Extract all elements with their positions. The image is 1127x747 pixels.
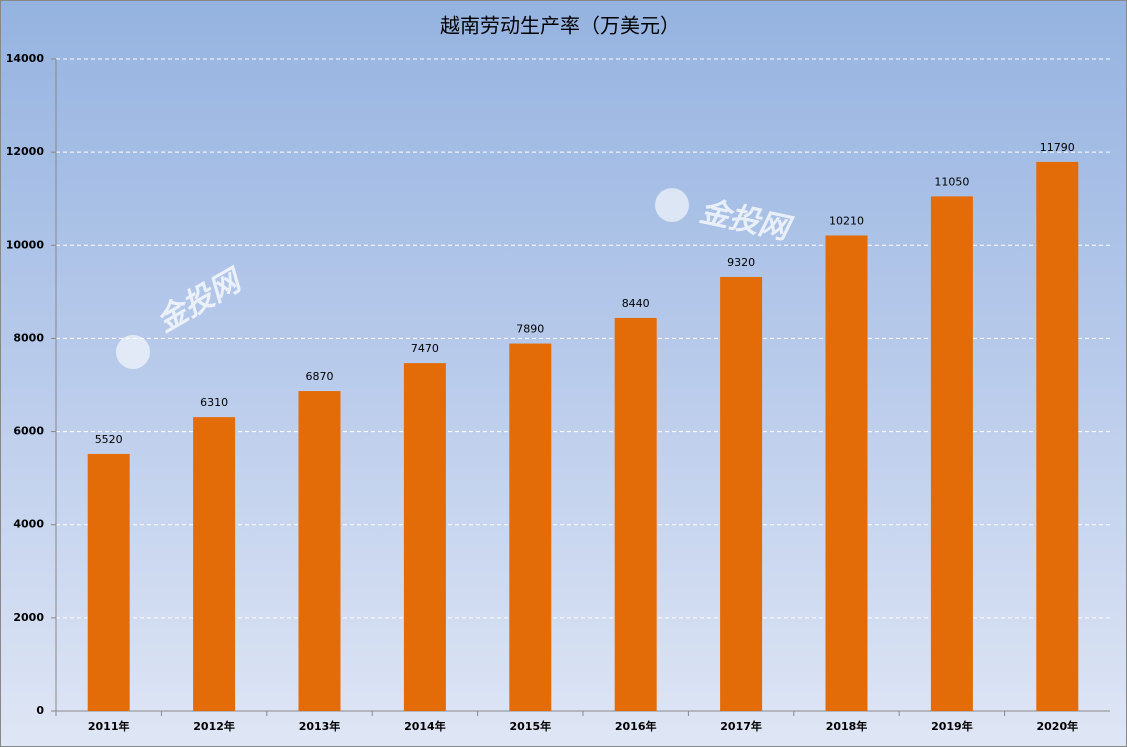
value-label: 11050: [934, 175, 969, 188]
value-label: 5520: [95, 433, 123, 446]
x-tick-label: 2018年: [826, 719, 868, 733]
x-tick-label: 2019年: [931, 719, 973, 733]
value-label: 11790: [1040, 141, 1075, 154]
y-tick-label: 0: [36, 704, 44, 717]
bar: [614, 317, 657, 711]
y-tick-label: 8000: [13, 331, 44, 344]
bar: [509, 343, 552, 711]
y-tick-label: 14000: [6, 52, 45, 65]
value-label: 10210: [829, 215, 864, 228]
x-tick-label: 2017年: [720, 719, 762, 733]
value-label: 7470: [411, 342, 439, 355]
bar: [720, 276, 763, 711]
bar: [825, 235, 868, 711]
x-tick-label: 2015年: [509, 719, 551, 733]
value-label: 9320: [727, 256, 755, 269]
x-tick-label: 2012年: [193, 719, 235, 733]
y-tick-label: 6000: [13, 425, 44, 438]
y-tick-label: 2000: [13, 611, 44, 624]
x-tick-label: 2016年: [615, 719, 657, 733]
value-label: 6310: [200, 396, 228, 409]
chart-title: 越南劳动生产率（万美元）: [440, 14, 680, 38]
value-label: 7890: [516, 323, 544, 336]
x-tick-label: 2014年: [404, 719, 446, 733]
value-label: 8440: [622, 297, 650, 310]
watermark-logo: [116, 335, 150, 369]
x-tick-label: 2011年: [88, 719, 130, 733]
bar: [298, 391, 341, 711]
bar: [193, 417, 236, 711]
x-tick-label: 2020年: [1036, 719, 1078, 733]
value-label: 6870: [306, 370, 334, 383]
x-tick-label: 2013年: [299, 719, 341, 733]
bar: [87, 453, 130, 711]
watermark-logo: [655, 188, 689, 222]
bar: [1036, 161, 1079, 711]
bar: [403, 363, 446, 711]
y-tick-label: 12000: [6, 145, 45, 158]
y-tick-label: 10000: [6, 238, 45, 251]
bar: [930, 196, 973, 711]
y-tick-label: 4000: [13, 518, 44, 531]
